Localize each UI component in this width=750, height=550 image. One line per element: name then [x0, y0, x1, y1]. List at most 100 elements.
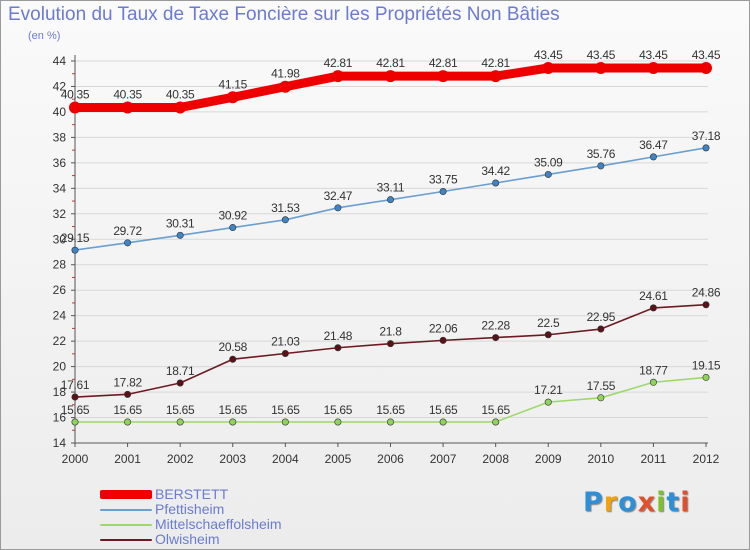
legend-label: Mittelschaeffolsheim: [155, 516, 282, 532]
legend-label: BERSTETT: [155, 486, 229, 502]
data-point: [334, 344, 342, 352]
data-point: [489, 70, 502, 83]
data-point: [597, 394, 605, 402]
data-point: [124, 239, 132, 247]
legend-label: Pfettisheim: [155, 501, 225, 517]
data-label: 17.61: [61, 378, 90, 392]
data-label: 33.11: [377, 181, 405, 195]
data-label: 24.61: [639, 289, 668, 303]
y-tick-label: 40: [53, 105, 67, 119]
data-label: 42.81: [324, 56, 353, 70]
data-label: 20.58: [218, 340, 247, 354]
data-point: [124, 418, 132, 426]
data-point: [597, 325, 605, 333]
data-point: [229, 355, 237, 363]
x-tick-label: 2009: [535, 452, 562, 466]
data-point: [702, 301, 710, 309]
data-label: 15.65: [481, 403, 510, 417]
legend-swatch: [100, 508, 152, 511]
data-point: [334, 418, 342, 426]
data-point: [544, 331, 552, 339]
data-point: [702, 373, 710, 381]
data-point: [386, 196, 394, 204]
x-tick-label: 2005: [325, 452, 352, 466]
x-tick-label: 2001: [114, 452, 141, 466]
data-point: [69, 101, 81, 114]
x-tick-label: 2010: [587, 452, 614, 466]
data-point: [386, 340, 394, 348]
data-point: [542, 62, 555, 75]
chart-unit-label: (en %): [28, 30, 61, 42]
y-tick-label: 24: [53, 309, 67, 323]
data-label: 43.45: [534, 48, 563, 62]
data-point: [384, 70, 397, 83]
data-label: 15.65: [324, 403, 353, 417]
data-point: [279, 80, 292, 93]
data-label: 22.5: [537, 316, 560, 330]
legend-swatch: [100, 538, 152, 541]
data-point: [702, 144, 710, 152]
data-point: [281, 216, 289, 224]
legend-item: Pfettisheim: [100, 502, 282, 517]
x-tick-label: 2004: [272, 452, 299, 466]
x-tick-label: 2006: [377, 452, 404, 466]
data-label: 34.42: [481, 164, 510, 178]
data-label: 41.98: [271, 67, 300, 81]
data-label: 15.65: [218, 403, 247, 417]
data-point: [331, 70, 344, 83]
y-tick-label: 20: [53, 360, 67, 374]
data-point: [176, 379, 184, 387]
y-tick-label: 36: [53, 156, 67, 170]
chart-legend: BERSTETT Pfettisheim Mittelschaeffolsheim O…: [100, 487, 282, 547]
data-point: [334, 204, 342, 212]
data-point: [281, 418, 289, 426]
data-label: 42.81: [376, 56, 405, 70]
data-point: [121, 101, 134, 114]
x-tick-label: 2003: [219, 452, 246, 466]
data-label: 24.86: [692, 286, 721, 300]
data-point: [174, 101, 187, 114]
data-point: [176, 418, 184, 426]
y-tick-label: 26: [53, 283, 67, 297]
data-point: [439, 188, 447, 196]
data-point: [439, 336, 447, 344]
data-label: 29.15: [61, 231, 90, 245]
y-tick-label: 44: [53, 54, 67, 68]
legend-item: Mittelschaeffolsheim: [100, 517, 282, 532]
data-point: [226, 91, 239, 104]
data-label: 43.45: [692, 48, 721, 62]
y-tick-label: 30: [53, 232, 67, 246]
data-label: 41.15: [218, 77, 247, 91]
data-label: 32.47: [324, 189, 353, 203]
data-label: 22.95: [587, 310, 616, 324]
data-label: 40.35: [166, 87, 195, 101]
data-point: [71, 418, 79, 426]
data-label: 15.65: [376, 403, 405, 417]
legend-label: Olwisheim: [155, 531, 220, 547]
data-point: [544, 170, 552, 178]
y-tick-label: 14: [53, 436, 67, 450]
data-point: [700, 62, 712, 75]
x-tick-label: 2002: [167, 452, 194, 466]
data-point: [71, 393, 79, 401]
x-tick-label: 2012: [693, 452, 720, 466]
proxiti-logo: Proxiti: [583, 487, 691, 518]
data-point: [439, 418, 447, 426]
data-label: 30.92: [218, 209, 247, 223]
data-label: 37.18: [692, 129, 721, 143]
data-label: 43.45: [587, 48, 616, 62]
y-tick-label: 32: [53, 207, 67, 221]
data-label: 21.8: [379, 325, 402, 339]
data-label: 15.65: [429, 403, 458, 417]
data-point: [649, 153, 657, 161]
chart-title: Evolution du Taux de Taxe Foncière sur l…: [8, 4, 560, 25]
data-label: 30.31: [166, 216, 195, 230]
legend-item: BERSTETT: [100, 487, 282, 502]
data-label: 22.28: [481, 319, 510, 333]
data-label: 15.65: [271, 403, 300, 417]
data-point: [176, 231, 184, 239]
data-point: [649, 304, 657, 312]
legend-swatch: [100, 523, 152, 526]
